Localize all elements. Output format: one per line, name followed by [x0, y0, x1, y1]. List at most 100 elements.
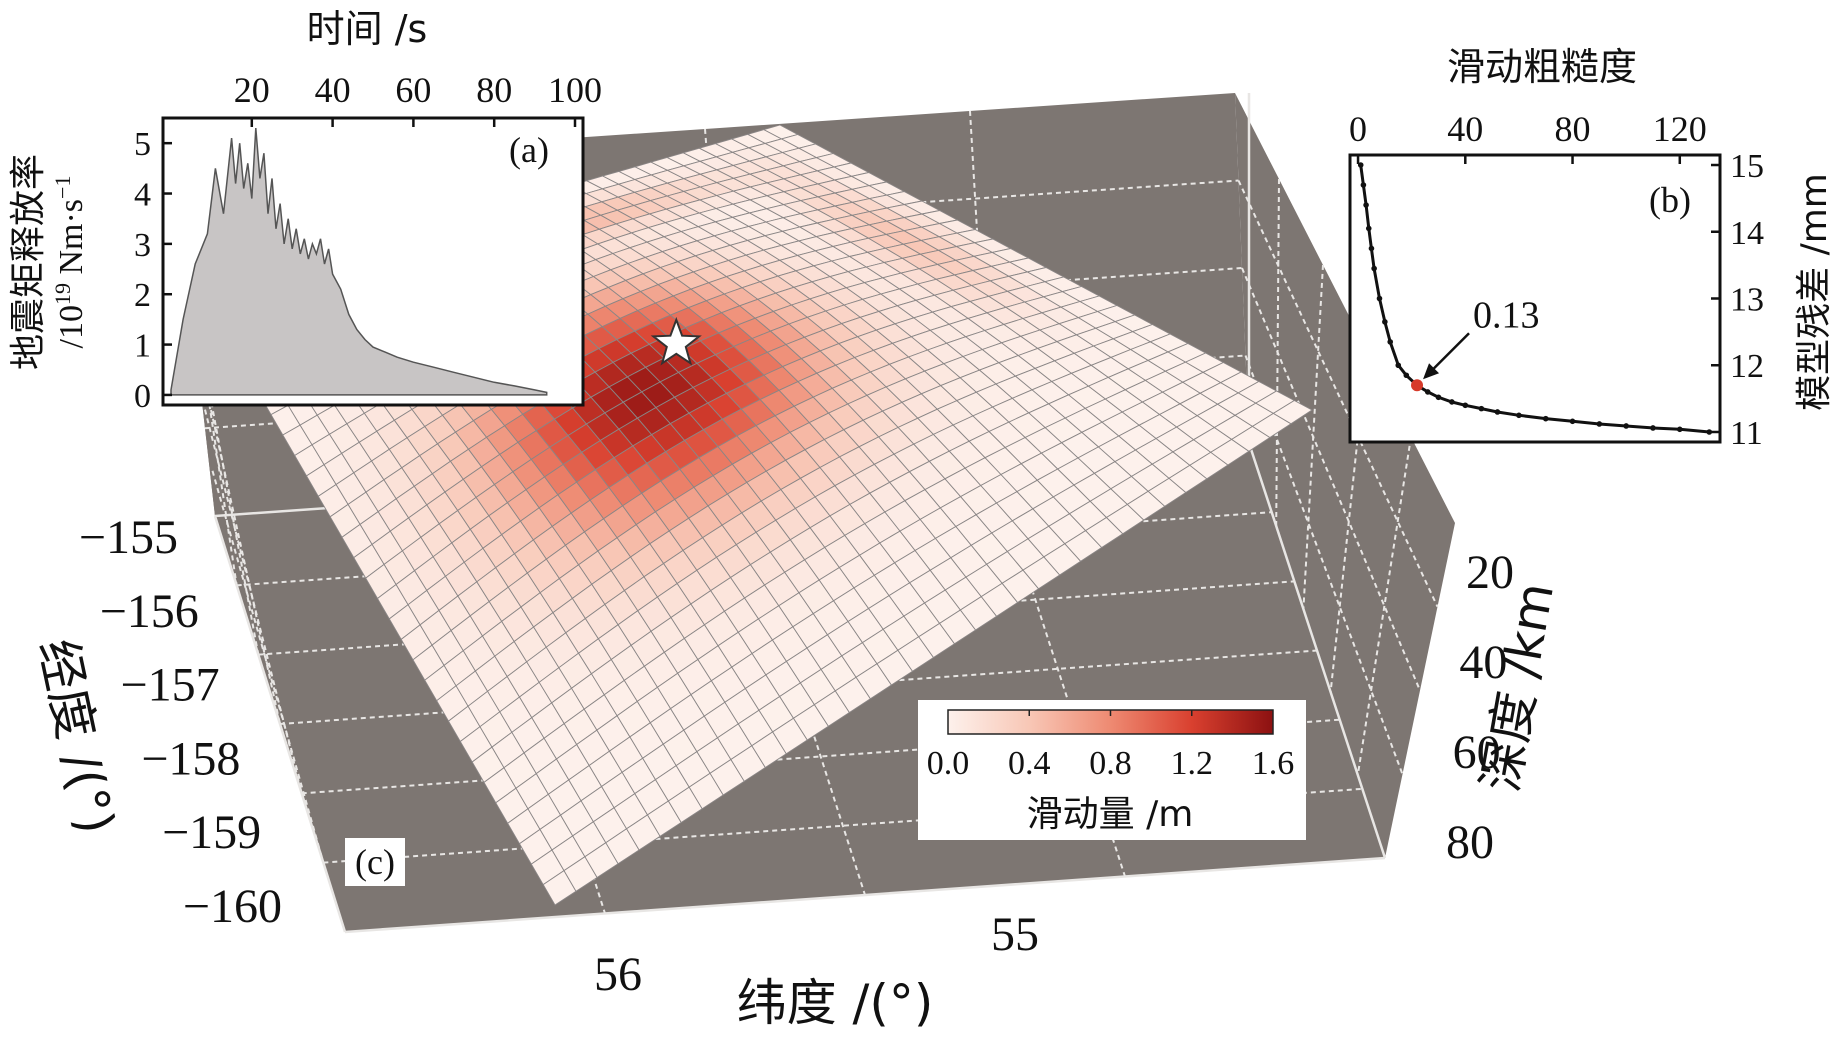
panel-b-ytick-label: 15: [1730, 148, 1764, 185]
panel-a-xtick-label: 60: [395, 70, 431, 110]
residual-point: [1424, 389, 1431, 395]
colorbar-tick-label: 0.8: [1089, 745, 1132, 782]
residual-point: [1542, 415, 1549, 422]
residual-point: [1360, 182, 1367, 188]
right-wall-grid-line: [1241, 267, 1421, 691]
residual-point: [1376, 295, 1383, 302]
panel-c-ytick-label: −160: [183, 880, 282, 933]
panel-c-ztick-label: 20: [1466, 546, 1514, 599]
panel-c-xlabel: 纬度 /(°): [737, 974, 934, 1032]
residual-point: [1478, 405, 1485, 412]
hypocenter-star-icon: [650, 316, 702, 366]
panel-c-ticks: −155 −156 −157 −158 −159 −160 56 55 20 40 60 80: [79, 511, 1514, 1001]
panel-c-ztick-label: 80: [1446, 816, 1494, 869]
panel-c-ytick-label: −156: [100, 585, 199, 638]
colorbar-ticks: 0.0 0.4 0.8 1.2 1.6: [927, 710, 1295, 782]
panel-b-label-box: [1640, 176, 1700, 224]
panel-c-ytick-label: −159: [162, 806, 261, 859]
panel-b-xlabel: 滑动粗糙度: [1447, 45, 1637, 89]
panel-a-ytick-label: 1: [134, 328, 151, 365]
panel-a-ytick-label: 5: [134, 126, 151, 163]
colorbar-tick-label: 1.2: [1171, 745, 1214, 782]
panel-a-xtick-label: 80: [476, 70, 512, 110]
moment-rate-area: [170, 128, 548, 396]
panel-c-xtick-label: 55: [991, 908, 1039, 961]
panel-b-xtick-label: 40: [1447, 109, 1483, 149]
colorbar: 0.0 0.4 0.8 1.2 1.6 滑动量 /m: [918, 700, 1306, 840]
right-wall-grid-line: [1237, 180, 1439, 608]
panel-b-label: (b): [1649, 180, 1691, 220]
panel-b-ytick-label: 12: [1730, 348, 1764, 385]
left-wall-grid-line: [204, 409, 303, 794]
residual-point: [1357, 162, 1364, 168]
residual-point: [1623, 423, 1629, 429]
residual-point: [1462, 402, 1469, 409]
panel-b-ytick-label: 11: [1730, 415, 1763, 452]
panel-a-xtick-label: 40: [315, 70, 351, 110]
panel-a-ylabel-line2: /1019 Nm·s−1: [50, 176, 90, 349]
selected-roughness-point: [1411, 379, 1424, 392]
left-wall-grid-line: [196, 348, 281, 725]
panel-a-label-box: [499, 126, 559, 174]
panel-a: 20 40 60 80 100 0 1 2 3 4 5 时间 /s 地震矩释放率 /1019 Nm·…: [8, 7, 602, 415]
residual-curve: [1359, 164, 1710, 434]
right-wall-grid-line: [1356, 436, 1412, 776]
residual-point: [1365, 225, 1372, 232]
panel-c-label: (c): [355, 842, 395, 882]
panel-c-ytick-label: −158: [141, 732, 240, 785]
panel-b-xtick-label: 0: [1349, 109, 1367, 149]
panel-a-ylabel-line1: 地震矩释放率: [8, 154, 49, 370]
residual-point: [1449, 399, 1455, 405]
panel-c-label-box: [345, 838, 405, 886]
panel-c-ylabel: 经度 /(°): [28, 634, 126, 839]
colorbar-tick-label: 1.6: [1252, 745, 1295, 782]
panel-a-label: (a): [509, 130, 549, 170]
panel-b-ytick-label: 14: [1730, 215, 1764, 252]
panel-b-ylabel: 模型残差 /mm: [1794, 173, 1835, 411]
panel-b-ticks: 0 40 80 120 11 12 13 14 15: [1349, 109, 1764, 452]
panel-b-ytick-label: 13: [1730, 282, 1764, 319]
panel-a-xtick-label: 20: [234, 70, 270, 110]
panel-c-ytick-label: −157: [121, 659, 220, 712]
panel-a-ytick-label: 2: [134, 277, 151, 314]
panel-a-ytick-label: 4: [134, 177, 151, 214]
annotation-arrow: [1428, 332, 1470, 375]
residual-point: [1494, 409, 1501, 415]
colorbar-tick-label: 0.4: [1008, 745, 1051, 782]
residual-point: [1650, 425, 1656, 431]
residual-points: [1357, 162, 1713, 435]
panel-a-xtick-label: 100: [548, 70, 602, 110]
residual-point: [1596, 421, 1603, 427]
residual-point: [1387, 339, 1394, 345]
panel-a-ytick-label: 3: [134, 227, 151, 264]
panel-b: 0 40 80 120 11 12 13 14 15 滑动粗糙度 模型残差 /mm (b) 0.…: [1348, 45, 1835, 452]
panel-c-ytick-label: −155: [79, 511, 178, 564]
residual-point: [1676, 426, 1683, 433]
slip-surface: [199, 124, 1313, 906]
residual-point: [1706, 429, 1713, 435]
panel-b-xtick-label: 80: [1555, 109, 1591, 149]
panel-a-ytick-label: 0: [134, 378, 151, 415]
colorbar-tick-label: 0.0: [927, 745, 970, 782]
left-wall-grid-line: [211, 470, 325, 863]
panel-a-xlabel: 时间 /s: [307, 7, 428, 51]
residual-point: [1371, 265, 1377, 272]
colorbar-label: 滑动量 /m: [1027, 794, 1194, 835]
slip-patch: [1272, 399, 1313, 425]
panel-a-ylabel: 地震矩释放率 /1019 Nm·s−1: [8, 154, 90, 370]
annotation-arrowhead-icon: [1423, 363, 1440, 380]
residual-point: [1382, 319, 1388, 325]
residual-point: [1516, 412, 1522, 419]
panel-a-ticks: 20 40 60 80 100 0 1 2 3 4 5: [134, 70, 602, 415]
panel-b-xtick-label: 120: [1653, 109, 1707, 149]
residual-point: [1368, 245, 1375, 252]
residual-point: [1395, 362, 1402, 369]
residual-point: [1363, 202, 1369, 208]
panel-c-xtick-label: 56: [594, 948, 642, 1001]
residual-point: [1403, 372, 1410, 379]
panel-c-ztick-label: 40: [1459, 636, 1507, 689]
box-right-wall: [1235, 93, 1455, 858]
residual-point: [1569, 418, 1576, 425]
